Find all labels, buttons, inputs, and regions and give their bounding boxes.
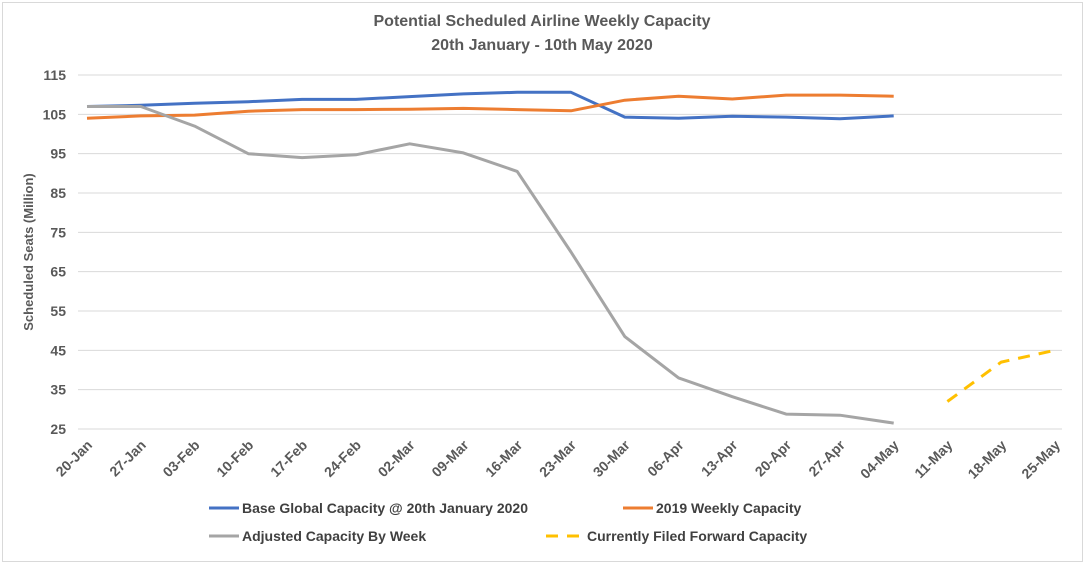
series-lines <box>86 90 1056 425</box>
x-tick-label: 10-Feb <box>213 437 256 480</box>
x-tick-label: 23-Mar <box>536 436 580 480</box>
y-tick-label: 65 <box>50 264 66 280</box>
x-tick-label: 13-Apr <box>698 436 741 479</box>
x-tick-label: 24-Feb <box>321 437 364 480</box>
y-tick-label: 75 <box>50 224 66 240</box>
y-tick-label: 25 <box>50 421 66 437</box>
legend-item: Adjusted Capacity By Week <box>209 528 426 544</box>
x-tick-label: 25-May <box>1018 437 1063 482</box>
y-tick-label: 85 <box>50 185 66 201</box>
x-tick-label: 06-Apr <box>644 436 687 479</box>
y-tick-label: 55 <box>50 303 66 319</box>
y-axis-label: Scheduled Seats (Million) <box>21 173 36 330</box>
x-tick-label: 27-Apr <box>805 436 848 479</box>
x-tick-label: 03-Feb <box>159 437 202 480</box>
x-tick-label: 02-Mar <box>375 436 419 480</box>
x-tick-label: 04-May <box>857 437 902 482</box>
y-tick-label: 95 <box>50 146 66 162</box>
x-tick-label: 16-Mar <box>482 436 526 480</box>
chart-title: Potential Scheduled Airline Weekly Capac… <box>374 13 711 30</box>
x-tick-label: 11-May <box>911 437 955 481</box>
legend-label: Base Global Capacity @ 20th January 2020 <box>242 500 528 516</box>
legend-label: Adjusted Capacity By Week <box>242 528 426 544</box>
legend-item: 2019 Weekly Capacity <box>623 500 801 516</box>
x-tick-label: 20-Apr <box>752 436 795 479</box>
series-line-0 <box>86 90 894 121</box>
x-tick-label: 20-Jan <box>52 437 95 480</box>
x-tick-label: 17-Feb <box>267 437 310 480</box>
y-tick-label: 115 <box>43 67 66 83</box>
legend-item: Base Global Capacity @ 20th January 2020 <box>209 500 528 516</box>
legend-label: 2019 Weekly Capacity <box>656 500 801 516</box>
y-tick-label: 105 <box>43 106 67 122</box>
chart-subtitle: 20th January - 10th May 2020 <box>431 37 653 54</box>
y-tick-label: 45 <box>50 342 66 358</box>
legend-item: Currently Filed Forward Capacity <box>546 528 807 544</box>
x-tick-label: 09-Mar <box>428 436 472 480</box>
y-axis-ticks: 115 105 95 85 75 65 55 45 35 25 <box>43 67 67 437</box>
series-line-1 <box>86 93 894 120</box>
gridlines <box>78 74 1062 430</box>
y-tick-label: 35 <box>50 382 66 398</box>
x-tick-label: 30-Mar <box>590 436 634 480</box>
legend-label: Currently Filed Forward Capacity <box>587 528 807 544</box>
series-line-2 <box>87 105 894 425</box>
x-axis-ticks: 20-Jan 27-Jan 03-Feb 10-Feb 17-Feb 24-Feb 02-M… <box>52 436 1063 481</box>
x-tick-label: 27-Jan <box>106 437 149 480</box>
x-tick-label: 18-May <box>964 437 1009 482</box>
legend: Base Global Capacity @ 20th January 2020… <box>209 500 807 544</box>
series-line-3 <box>946 348 1056 403</box>
